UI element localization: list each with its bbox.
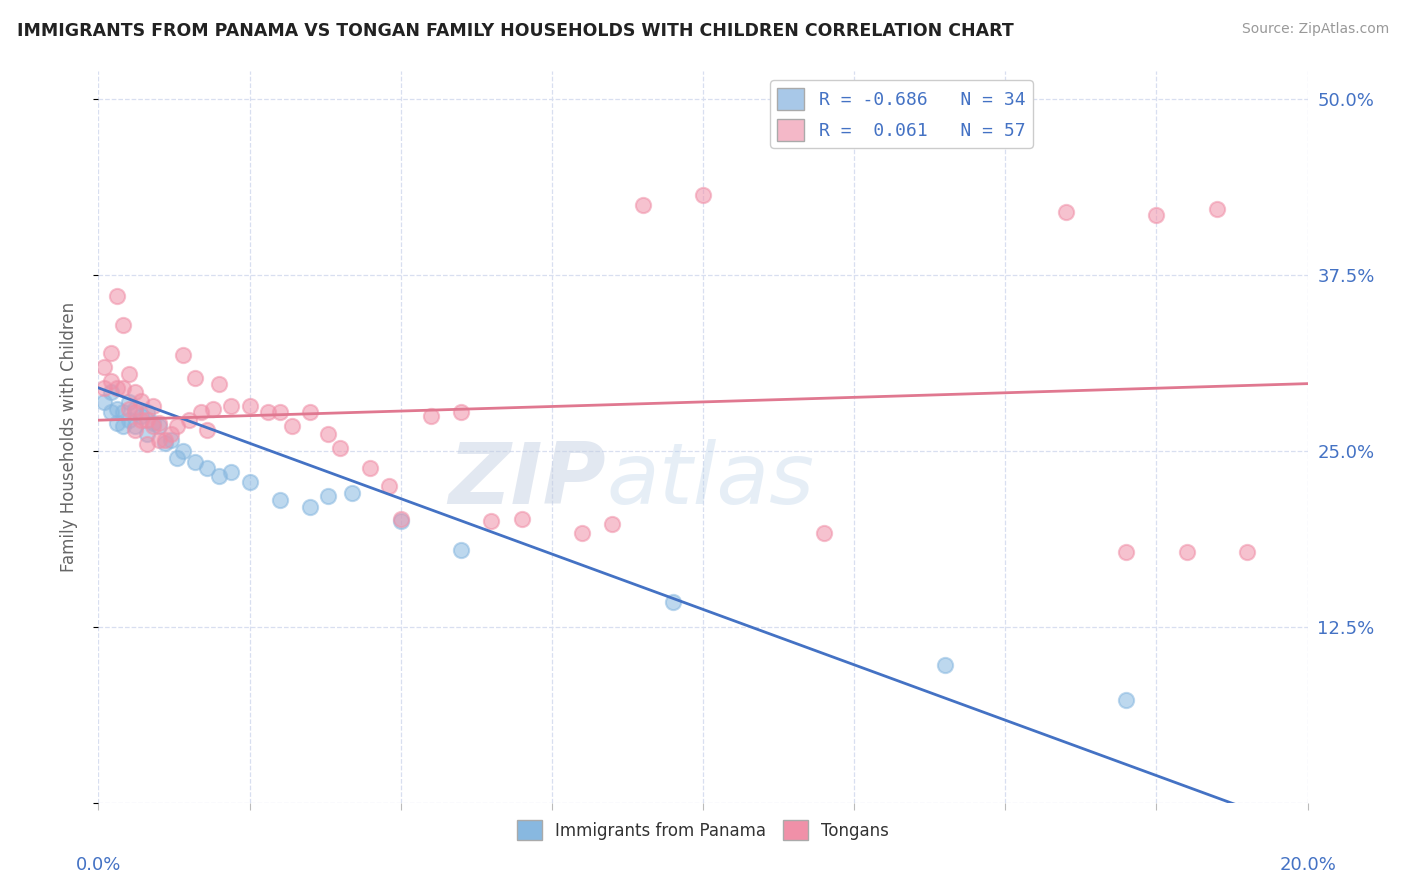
Point bbox=[118, 401, 141, 416]
Point bbox=[195, 423, 218, 437]
Point bbox=[142, 399, 165, 413]
Point bbox=[100, 374, 122, 388]
Point bbox=[135, 405, 157, 419]
Point bbox=[1115, 545, 1137, 559]
Point bbox=[256, 405, 278, 419]
Point bbox=[692, 188, 714, 202]
Point bbox=[269, 493, 291, 508]
Point bbox=[105, 416, 128, 430]
Point bbox=[124, 423, 146, 437]
Point bbox=[148, 418, 170, 433]
Point bbox=[239, 475, 262, 489]
Point bbox=[142, 418, 165, 433]
Point bbox=[153, 433, 176, 447]
Point bbox=[105, 381, 128, 395]
Point bbox=[148, 433, 170, 447]
Point bbox=[111, 318, 134, 332]
Point bbox=[389, 511, 412, 525]
Point bbox=[105, 401, 128, 416]
Point bbox=[184, 455, 207, 469]
Point bbox=[124, 405, 146, 419]
Point bbox=[100, 345, 122, 359]
Point bbox=[329, 442, 352, 456]
Point bbox=[160, 427, 183, 442]
Point bbox=[179, 413, 201, 427]
Point bbox=[389, 515, 412, 529]
Point bbox=[202, 401, 225, 416]
Point bbox=[148, 416, 170, 430]
Text: 20.0%: 20.0% bbox=[1279, 856, 1336, 874]
Point bbox=[195, 461, 218, 475]
Point bbox=[934, 657, 956, 672]
Point bbox=[184, 371, 207, 385]
Point bbox=[172, 444, 194, 458]
Point bbox=[135, 427, 157, 442]
Y-axis label: Family Households with Children: Family Households with Children bbox=[59, 302, 77, 572]
Text: IMMIGRANTS FROM PANAMA VS TONGAN FAMILY HOUSEHOLDS WITH CHILDREN CORRELATION CHA: IMMIGRANTS FROM PANAMA VS TONGAN FAMILY … bbox=[17, 22, 1014, 40]
Point bbox=[111, 381, 134, 395]
Point bbox=[172, 349, 194, 363]
Point bbox=[813, 525, 835, 540]
Point bbox=[166, 451, 188, 466]
Point bbox=[93, 381, 115, 395]
Point bbox=[1115, 693, 1137, 707]
Point bbox=[221, 465, 243, 479]
Point bbox=[93, 395, 115, 409]
Point bbox=[316, 427, 339, 442]
Point bbox=[1144, 208, 1167, 222]
Point bbox=[360, 461, 382, 475]
Point bbox=[111, 418, 134, 433]
Point bbox=[153, 435, 176, 450]
Point bbox=[661, 595, 683, 609]
Point bbox=[299, 500, 322, 515]
Point bbox=[118, 413, 141, 427]
Point bbox=[124, 418, 146, 433]
Text: ZIP: ZIP bbox=[449, 440, 606, 523]
Point bbox=[129, 413, 152, 427]
Point bbox=[1054, 205, 1077, 219]
Point bbox=[1206, 202, 1229, 217]
Point bbox=[190, 405, 212, 419]
Point bbox=[631, 198, 654, 212]
Point bbox=[208, 469, 231, 483]
Point bbox=[100, 385, 122, 400]
Point bbox=[135, 413, 157, 427]
Point bbox=[377, 479, 399, 493]
Point bbox=[281, 418, 304, 433]
Point bbox=[105, 289, 128, 303]
Point bbox=[129, 409, 152, 423]
Point bbox=[160, 433, 183, 447]
Point bbox=[450, 542, 472, 557]
Point bbox=[571, 525, 593, 540]
Point bbox=[118, 395, 141, 409]
Legend: Immigrants from Panama, Tongans: Immigrants from Panama, Tongans bbox=[510, 814, 896, 847]
Point bbox=[142, 416, 165, 430]
Text: Source: ZipAtlas.com: Source: ZipAtlas.com bbox=[1241, 22, 1389, 37]
Point bbox=[450, 405, 472, 419]
Point bbox=[420, 409, 443, 423]
Point bbox=[316, 489, 339, 503]
Point bbox=[239, 399, 262, 413]
Point bbox=[1236, 545, 1258, 559]
Point bbox=[166, 418, 188, 433]
Point bbox=[93, 359, 115, 374]
Point bbox=[129, 393, 152, 408]
Point bbox=[100, 405, 122, 419]
Text: 0.0%: 0.0% bbox=[76, 856, 121, 874]
Text: atlas: atlas bbox=[606, 440, 814, 523]
Point bbox=[342, 486, 364, 500]
Point bbox=[269, 405, 291, 419]
Point bbox=[111, 405, 134, 419]
Point bbox=[208, 376, 231, 391]
Point bbox=[1175, 545, 1198, 559]
Point bbox=[118, 367, 141, 381]
Point bbox=[124, 385, 146, 400]
Point bbox=[221, 399, 243, 413]
Point bbox=[124, 401, 146, 416]
Point bbox=[602, 517, 624, 532]
Point bbox=[135, 437, 157, 451]
Point bbox=[481, 515, 503, 529]
Point bbox=[299, 405, 322, 419]
Point bbox=[510, 511, 533, 525]
